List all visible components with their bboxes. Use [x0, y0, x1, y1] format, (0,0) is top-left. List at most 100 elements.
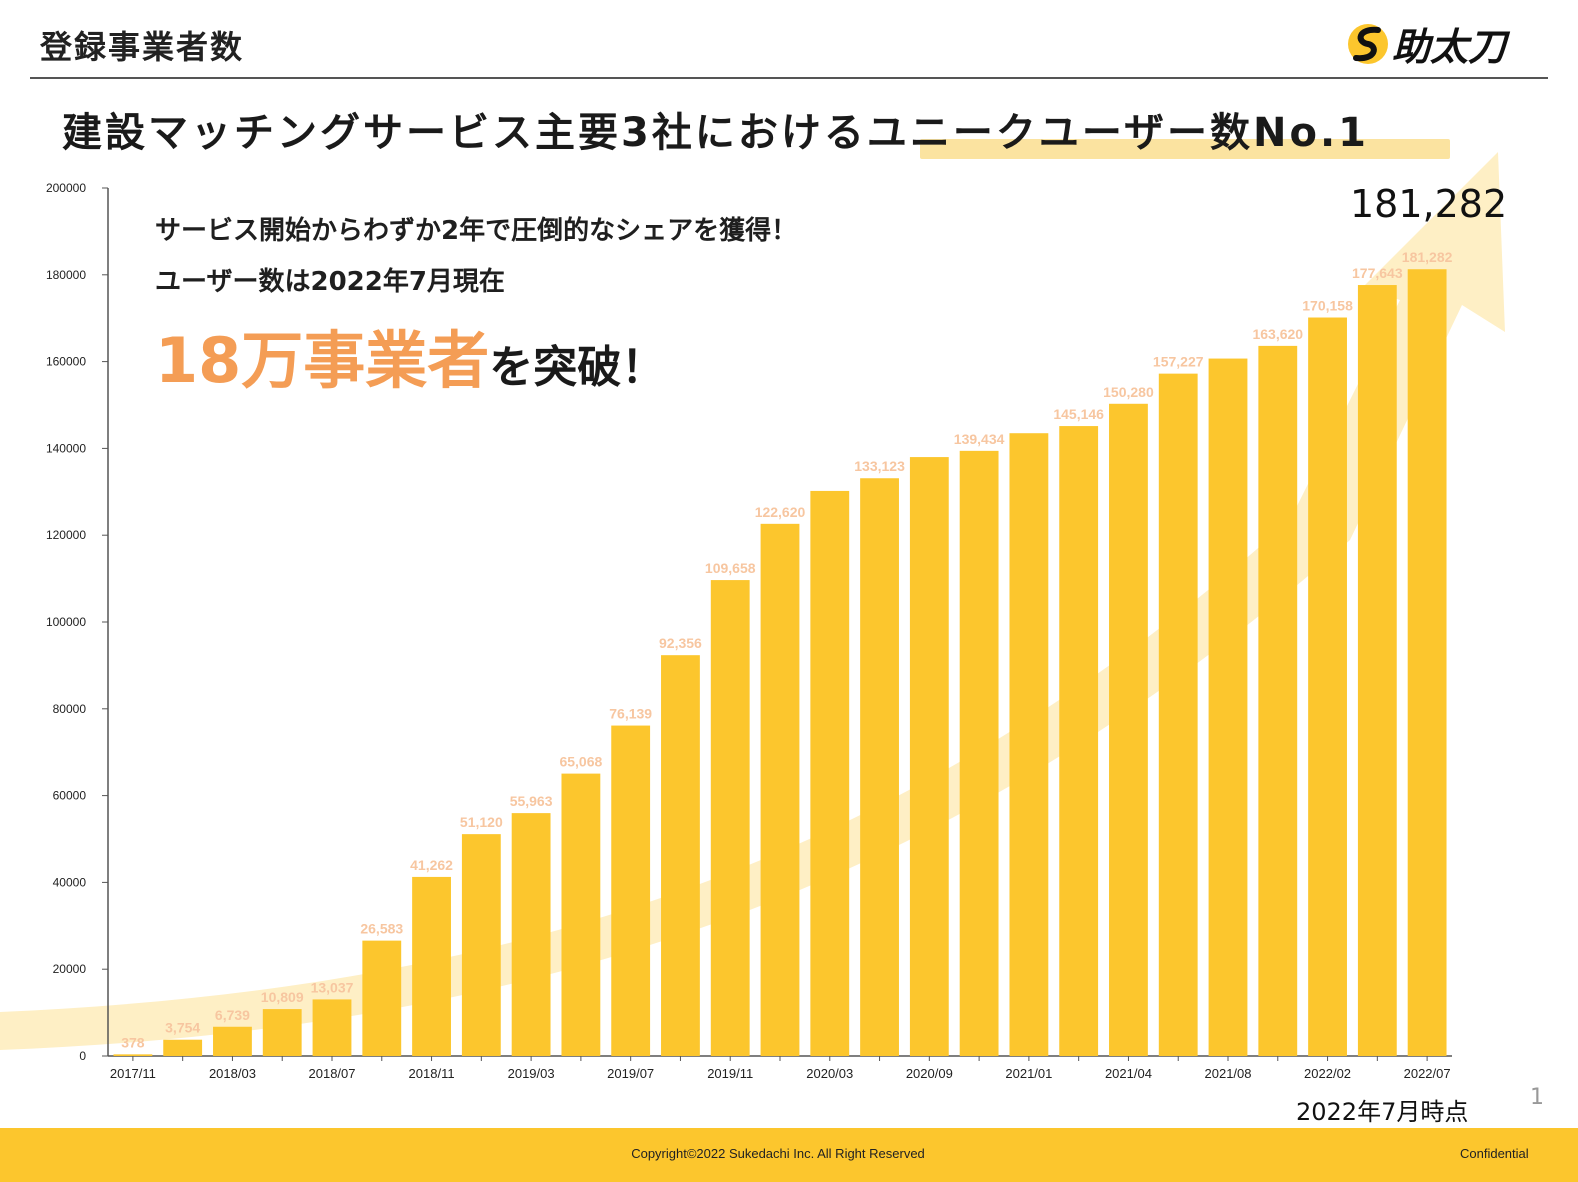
bar: [909, 457, 949, 1057]
bars: [113, 269, 1447, 1057]
y-tick-label: 160000: [46, 355, 86, 369]
bar: [710, 580, 750, 1056]
data-label: 145,146: [1053, 406, 1104, 422]
x-tick-label: 2017/11: [110, 1066, 156, 1081]
bar: [1059, 426, 1099, 1056]
data-label: 13,037: [311, 979, 354, 995]
bar: [959, 450, 999, 1056]
growth-arrow-body: [0, 152, 1505, 1050]
x-tick-label: 2020/09: [906, 1066, 953, 1081]
data-labels: 378 3,754 6,739 10,809 13,037 26,583 41,262 51,…: [121, 249, 1452, 1050]
data-label: 181,282: [1402, 249, 1453, 265]
y-tick-label: 140000: [46, 441, 86, 455]
y-tick-label: 20000: [53, 962, 87, 976]
bar: [262, 1009, 302, 1056]
data-label: 133,123: [854, 458, 905, 474]
data-label: 139,434: [954, 431, 1005, 447]
bar: [163, 1039, 203, 1056]
x-tick-label: 2018/07: [309, 1066, 356, 1081]
y-tick-label: 0: [79, 1049, 86, 1063]
callout: サービス開始からわずか2年で圧倒的なシェアを獲得！ ユーザー数は2022年7月現…: [155, 210, 797, 312]
y-tick-label: 80000: [53, 702, 87, 716]
x-tick-label: 2019/11: [707, 1066, 753, 1081]
data-label: 76,139: [609, 706, 652, 722]
data-label: 378: [121, 1034, 145, 1050]
data-label: 55,963: [510, 793, 553, 809]
callout-highlight: 18万事業者を突破！: [155, 310, 665, 400]
callout-line-1: サービス開始からわずか2年で圧倒的なシェアを獲得！: [155, 216, 798, 246]
x-axis: 2017/11 2018/03 2018/07 2018/11 2019/03 2019/…: [108, 1055, 1452, 1081]
bar: [113, 1054, 153, 1056]
bar: [461, 834, 501, 1056]
y-tick-label: 200000: [46, 181, 86, 195]
data-label: 122,620: [755, 504, 806, 520]
bar: [810, 490, 850, 1056]
bar: [312, 999, 352, 1056]
x-tick-label: 2019/07: [607, 1066, 654, 1081]
bar: [213, 1026, 252, 1056]
data-label: 26,583: [360, 921, 403, 937]
bar: [1308, 317, 1347, 1056]
as-of-date: 2022年7月時点: [1296, 1098, 1469, 1126]
bar: [561, 773, 601, 1056]
bar: [1009, 433, 1049, 1057]
confidential-label: Confidential: [1460, 1146, 1529, 1161]
logo-mark-icon: [1348, 24, 1388, 64]
bar: [760, 523, 800, 1056]
total-value-label: 181,282: [1350, 182, 1508, 226]
bar: [1407, 269, 1447, 1057]
callout-big-number: 18万事業者: [155, 324, 490, 397]
bar: [1258, 345, 1298, 1057]
y-axis: 0 20000 40000 60000 80000 100000 120000 140000 1…: [46, 181, 109, 1063]
bar: [1158, 373, 1198, 1056]
data-label: 65,068: [559, 754, 602, 770]
page-title: 登録事業者数: [40, 28, 245, 66]
bar: [1357, 285, 1397, 1056]
data-label: 170,158: [1302, 298, 1353, 314]
x-tick-label: 2020/03: [806, 1066, 853, 1081]
bar: [362, 940, 402, 1056]
y-tick-label: 40000: [53, 875, 87, 889]
data-label: 51,120: [460, 814, 503, 830]
x-tick-label: 2022/07: [1404, 1066, 1451, 1081]
growth-arrow: [0, 152, 1505, 1050]
bar-chart: 0 20000 40000 60000 80000 100000 120000 140000 1…: [0, 152, 1505, 1081]
bar: [511, 813, 551, 1056]
x-tick-label: 2018/11: [409, 1066, 455, 1081]
x-tick-label: 2021/01: [1005, 1066, 1052, 1081]
copyright-text: Copyright©2022 Sukedachi Inc. All Right …: [631, 1146, 925, 1161]
bar: [1109, 403, 1148, 1056]
y-tick-label: 60000: [53, 789, 87, 803]
data-label: 150,280: [1103, 384, 1154, 400]
y-tick-label: 120000: [46, 528, 86, 542]
page-number: 1: [1530, 1085, 1544, 1110]
callout-line-2: ユーザー数は2022年7月現在: [155, 267, 505, 297]
headline: 建設マッチングサービス主要3社におけるユニークユーザー数No.1: [62, 110, 1370, 156]
x-tick-label: 2019/03: [508, 1066, 555, 1081]
footer: Copyright©2022 Sukedachi Inc. All Right …: [0, 1128, 1578, 1182]
x-tick-label: 2018/03: [209, 1066, 256, 1081]
logo-text: 助太刀: [1392, 25, 1511, 69]
x-tick-label: 2021/04: [1105, 1066, 1152, 1081]
data-label: 157,227: [1153, 354, 1204, 370]
callout-big-suffix: を突破！: [489, 342, 666, 393]
data-label: 6,739: [215, 1007, 250, 1023]
data-label: 41,262: [410, 857, 453, 873]
bar: [611, 725, 651, 1056]
data-label: 10,809: [261, 989, 304, 1005]
headline-highlight: [920, 139, 1450, 159]
data-label: 92,356: [659, 635, 702, 651]
data-label: 163,620: [1252, 326, 1303, 342]
data-label: 3,754: [165, 1020, 200, 1036]
x-tick-label: 2022/02: [1304, 1066, 1351, 1081]
y-tick-label: 180000: [46, 268, 86, 282]
bar: [860, 478, 899, 1056]
company-logo: 助太刀: [1348, 24, 1511, 69]
data-label: 177,643: [1352, 265, 1403, 281]
data-label: 109,658: [705, 560, 756, 576]
bar: [412, 876, 451, 1056]
header-divider: [30, 77, 1548, 79]
bar: [1208, 358, 1248, 1056]
bar: [661, 655, 700, 1056]
y-tick-label: 100000: [46, 615, 86, 629]
